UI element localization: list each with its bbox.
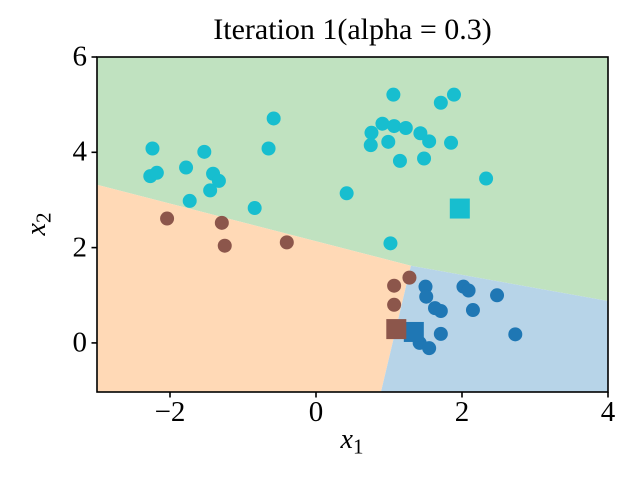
cluster-cyan-points bbox=[417, 151, 432, 166]
cluster-brown-points bbox=[217, 238, 232, 253]
decision-region-blue bbox=[380, 265, 608, 392]
cluster-brown-points bbox=[387, 297, 402, 312]
cluster-brown-points bbox=[279, 235, 294, 250]
cluster-cyan-points bbox=[381, 134, 396, 149]
cluster-cyan-points bbox=[383, 236, 398, 251]
centroid-cyan bbox=[449, 198, 470, 219]
cluster-brown-points bbox=[387, 278, 402, 293]
cluster-cyan-points bbox=[444, 135, 459, 150]
cluster-brown-points bbox=[160, 211, 175, 226]
x-axis-label-sub: 1 bbox=[352, 434, 364, 459]
cluster-brown-points bbox=[214, 215, 229, 230]
cluster-cyan-points bbox=[422, 134, 437, 149]
y-axis-label-base: x bbox=[21, 223, 52, 236]
cluster-blue-points bbox=[465, 303, 480, 318]
cluster-cyan-points bbox=[375, 116, 390, 131]
x-tick-label: 2 bbox=[454, 396, 470, 428]
cluster-blue-points bbox=[490, 288, 505, 303]
centroid-blue bbox=[403, 321, 424, 342]
decision-region-green bbox=[97, 57, 608, 301]
cluster-cyan-points bbox=[339, 186, 354, 201]
cluster-blue-points bbox=[461, 283, 476, 298]
x-tick-label: 4 bbox=[600, 396, 616, 428]
cluster-cyan-points bbox=[433, 95, 448, 110]
cluster-blue-points bbox=[418, 279, 433, 294]
cluster-blue-points bbox=[419, 289, 434, 304]
cluster-cyan-points bbox=[446, 87, 461, 102]
cluster-blue-points bbox=[433, 303, 448, 318]
x-axis-label: x1 bbox=[340, 424, 364, 457]
cluster-brown-points bbox=[402, 270, 417, 285]
cluster-cyan-points bbox=[363, 138, 378, 153]
cluster-cyan-points bbox=[145, 141, 160, 156]
y-axis-label-sub: 2 bbox=[31, 212, 56, 224]
cluster-cyan-points bbox=[182, 193, 197, 208]
cluster-cyan-points bbox=[247, 201, 262, 216]
x-axis-label-base: x bbox=[340, 424, 353, 455]
cluster-blue-points bbox=[422, 341, 437, 356]
axes-spines bbox=[96, 56, 609, 393]
y-tick-label: 6 bbox=[72, 40, 88, 73]
x-tick-label: 0 bbox=[308, 396, 324, 428]
cluster-cyan-points bbox=[197, 144, 212, 159]
cluster-cyan-points bbox=[479, 171, 494, 186]
cluster-cyan-points bbox=[364, 125, 379, 140]
cluster-cyan-points bbox=[387, 119, 402, 134]
centroid-brown bbox=[386, 319, 407, 340]
y-axis-label: x2 bbox=[21, 213, 55, 236]
y-tick-label: 4 bbox=[72, 135, 88, 168]
y-tick-label: 0 bbox=[72, 326, 88, 359]
plot-title: Iteration 1(alpha = 0.3) bbox=[213, 13, 492, 46]
cluster-cyan-points bbox=[386, 87, 401, 102]
cluster-cyan-points bbox=[203, 183, 218, 198]
cluster-cyan-points bbox=[179, 160, 194, 175]
x-tick-label: −2 bbox=[154, 396, 186, 428]
cluster-blue-points bbox=[433, 326, 448, 341]
cluster-cyan-points bbox=[149, 165, 164, 180]
cluster-cyan-points bbox=[211, 173, 226, 188]
cluster-cyan-points bbox=[261, 141, 276, 156]
cluster-blue-points bbox=[508, 327, 523, 342]
cluster-cyan-points bbox=[398, 121, 413, 136]
cluster-cyan-points bbox=[392, 153, 407, 168]
cluster-cyan-points bbox=[266, 111, 281, 126]
y-tick-label: 2 bbox=[72, 231, 88, 264]
decision-region-orange bbox=[97, 184, 411, 392]
